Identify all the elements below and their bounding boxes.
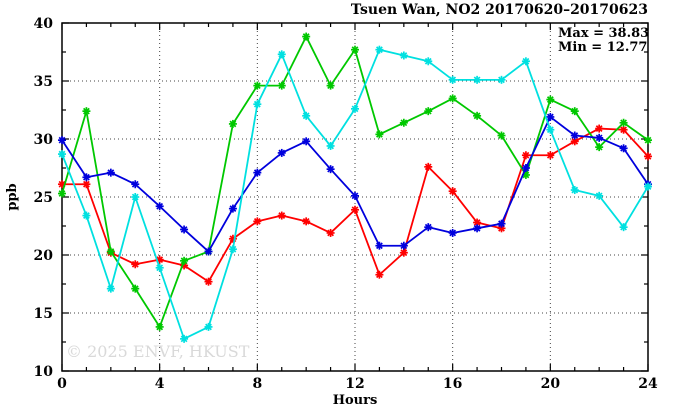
x-tick-label-24: 24	[638, 376, 658, 392]
watermark-text: © 2025 ENVF, HKUST	[66, 342, 250, 361]
y-tick-label-40: 40	[34, 16, 54, 32]
x-axis-label: Hours	[333, 393, 378, 408]
grid-layer	[62, 23, 648, 371]
tick-label-layer: 10 15 20 25 30 35 40 0 4 8 12 16 20 24	[34, 16, 658, 392]
series-layer	[58, 32, 652, 343]
series-2-green-markers	[58, 32, 652, 331]
x-tick-label-12: 12	[345, 376, 364, 392]
x-tick-label-20: 20	[541, 376, 561, 392]
max-annotation: Max = 38.83	[558, 26, 649, 41]
series-4-cyan-markers	[58, 45, 652, 343]
x-tick-label-4: 4	[155, 376, 165, 392]
series-3-blue-markers	[58, 112, 652, 256]
y-tick-label-25: 25	[34, 190, 53, 206]
y-axis-label: ppb	[5, 183, 20, 210]
x-tick-label-8: 8	[252, 376, 262, 392]
x-tick-label-16: 16	[443, 376, 462, 392]
y-tick-label-35: 35	[34, 74, 53, 90]
y-tick-label-30: 30	[34, 132, 54, 148]
y-tick-label-20: 20	[34, 248, 54, 264]
x-tick-label-0: 0	[57, 376, 67, 392]
y-tick-label-10: 10	[34, 364, 54, 380]
y-tick-label-15: 15	[34, 306, 53, 322]
min-annotation: Min = 12.77	[558, 40, 647, 55]
chart-title: Tsuen Wan, NO2 20170620–20170623	[351, 2, 648, 18]
